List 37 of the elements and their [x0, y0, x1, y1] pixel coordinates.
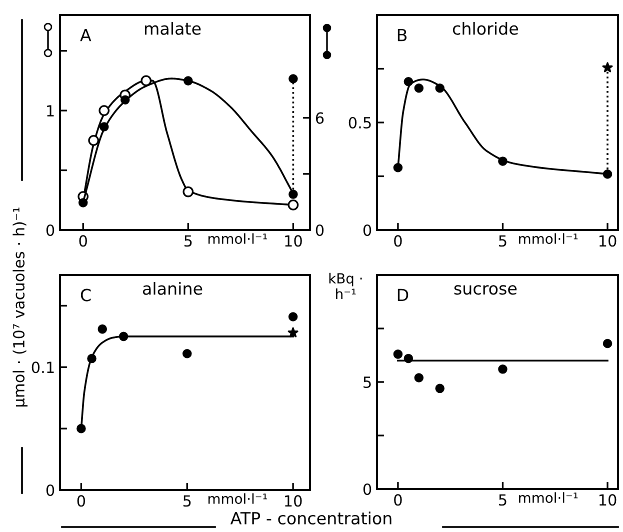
y2-tick-label: 0: [316, 224, 324, 236]
chart-title: sucrose: [454, 285, 517, 295]
x-axis-title: mmol·l⁻¹: [519, 233, 578, 244]
y-tick-label: 0: [46, 224, 54, 236]
x-tick-label: 0: [79, 235, 87, 247]
y-axis-title: µmol · (10⁷ vacuoles · h)⁻¹: [12, 208, 28, 406]
y-axis-title: kBq · h⁻¹: [329, 272, 362, 299]
y-tick-label: 0: [363, 224, 372, 236]
text: ATP - concentration: [230, 512, 392, 525]
x-axis-title: mmol·l⁻¹: [208, 493, 268, 504]
y-tick-label: 0: [363, 483, 372, 496]
x-tick-label: 10: [285, 495, 302, 507]
y-tick-label: 0: [46, 484, 54, 496]
y-tick-label: 5: [364, 376, 371, 388]
annotation: B: [398, 28, 407, 42]
x-tick-label: 5: [499, 494, 506, 506]
annotation: D: [398, 288, 408, 301]
x-axis-title: mmol·l⁻¹: [519, 492, 578, 503]
x-tick-label: 0: [77, 495, 86, 507]
x-tick-label: 10: [599, 235, 616, 247]
chart-title: malate: [144, 22, 201, 35]
x-tick-label: 0: [394, 235, 402, 247]
x-tick-label: 5: [499, 235, 506, 247]
y-tick-label: 1: [47, 105, 54, 116]
chart-title: chloride: [452, 22, 518, 35]
chart-title: alanine: [142, 282, 202, 295]
annotation: C: [80, 288, 91, 302]
x-tick-label: 5: [183, 495, 191, 507]
x-tick-label: 10: [599, 494, 616, 506]
annotation: A: [80, 28, 92, 42]
y2-tick-label: 6: [316, 112, 324, 124]
x-tick-label: 5: [184, 235, 192, 247]
x-axis-title: mmol·l⁻¹: [208, 233, 268, 244]
x-tick-label: 10: [285, 235, 302, 247]
y-tick-label: 0.1: [32, 362, 54, 374]
y-tick-label: 0.5: [348, 116, 371, 129]
x-tick-label: 0: [394, 494, 402, 506]
